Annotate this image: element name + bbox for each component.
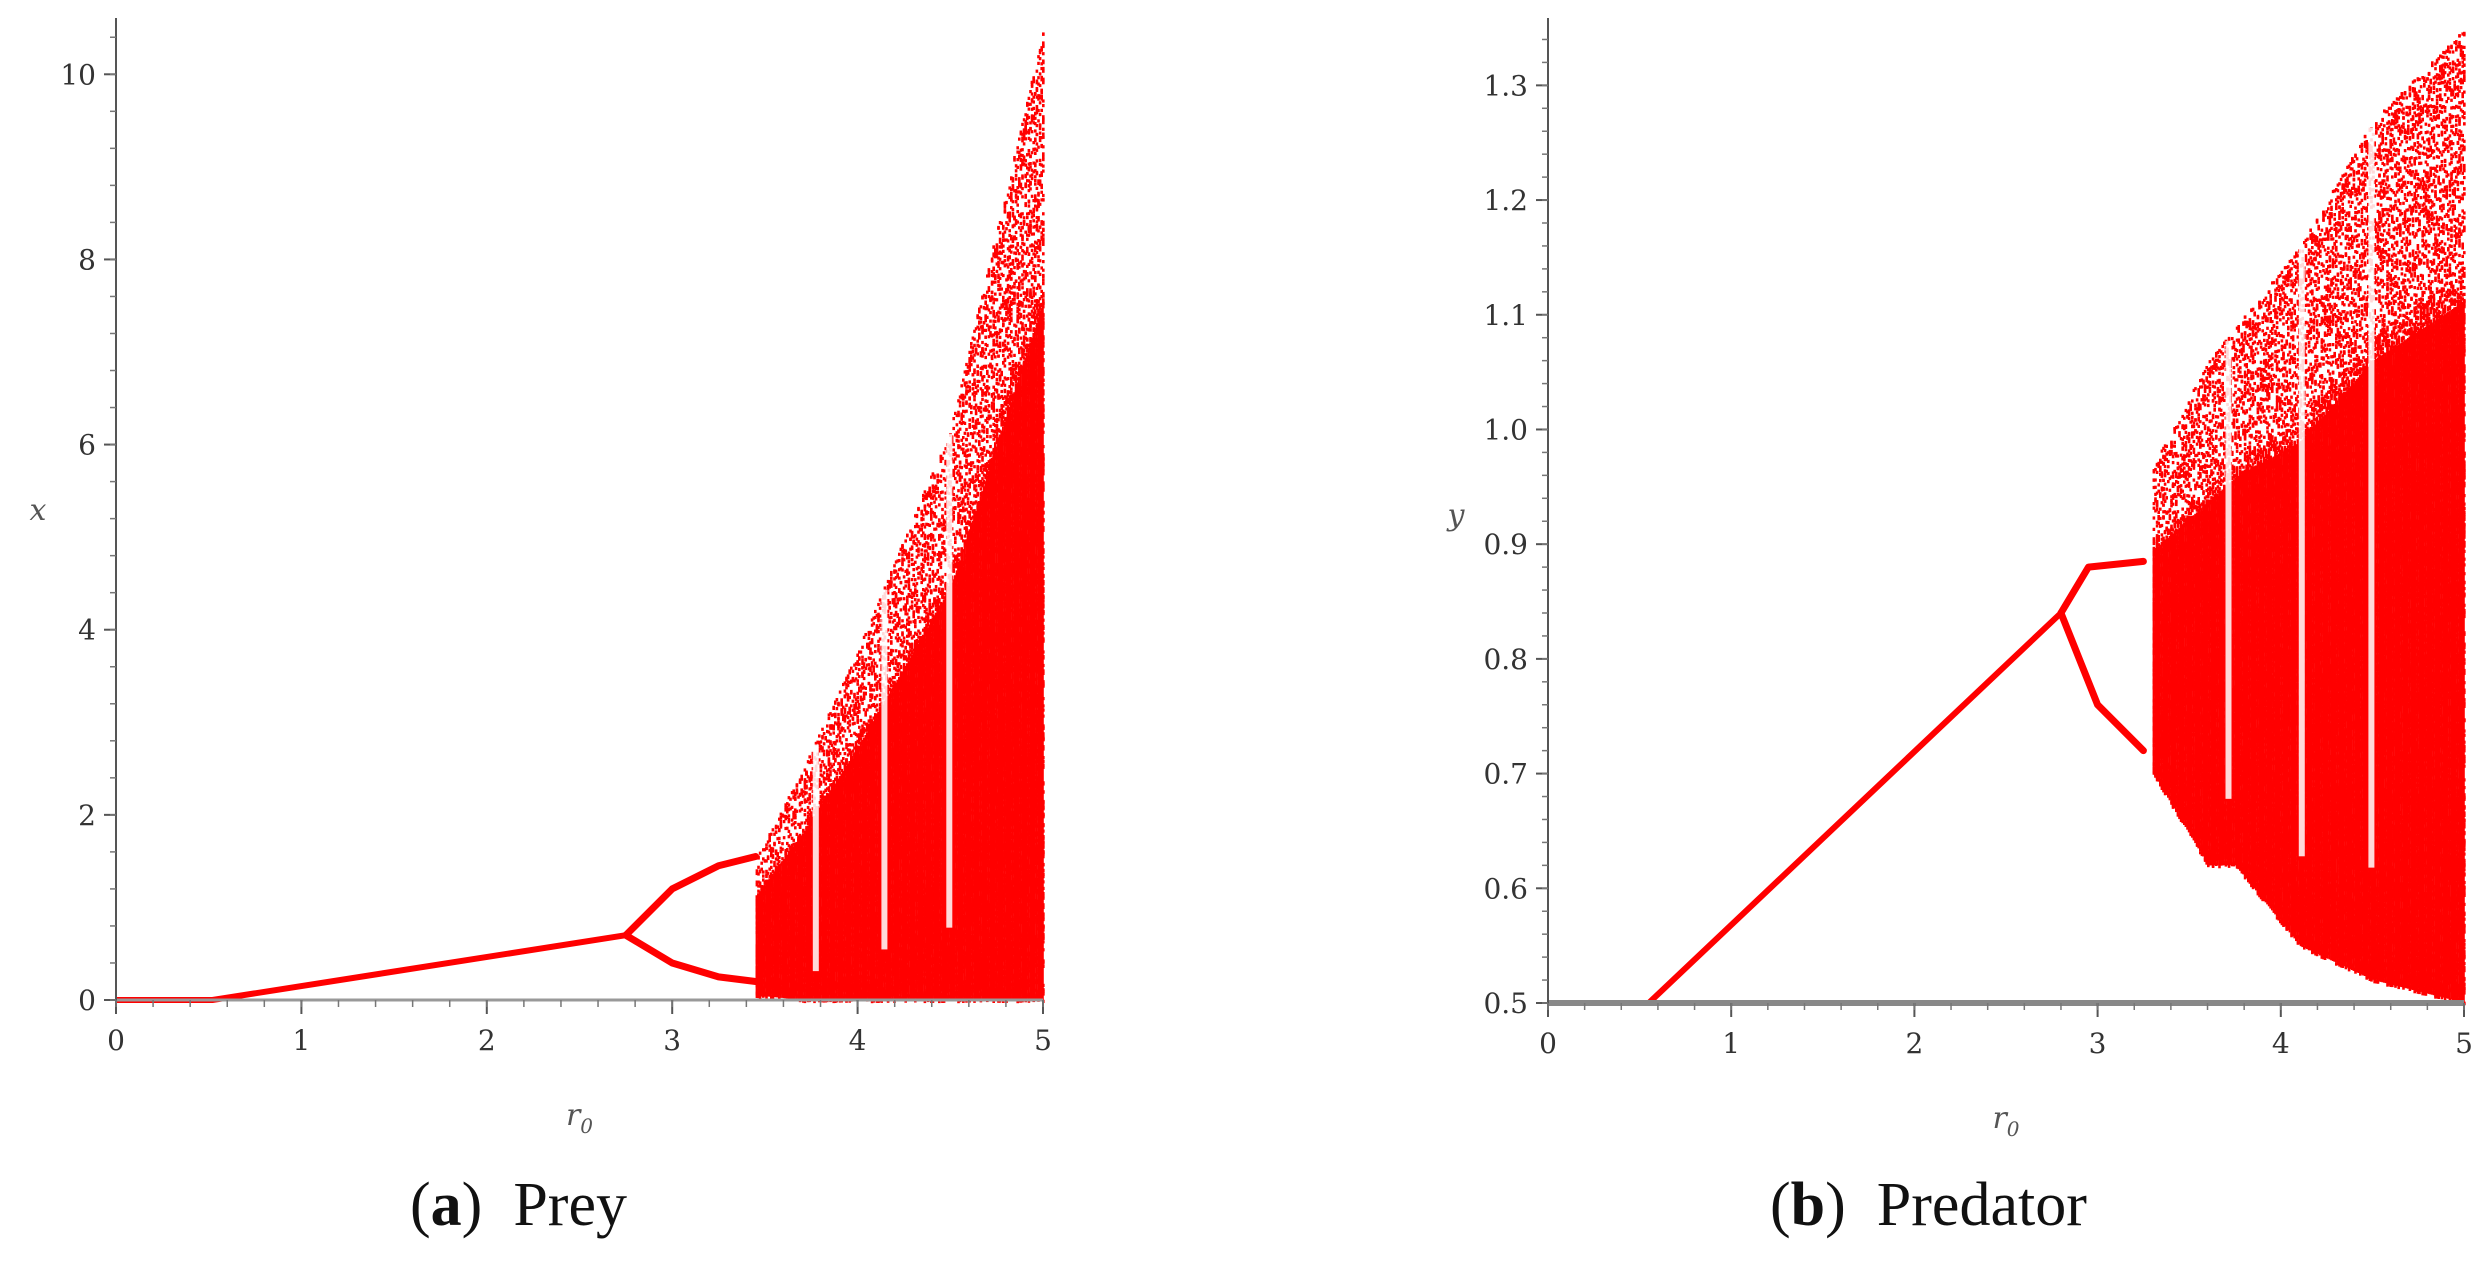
y-tick-label: 0.7: [1483, 758, 1528, 791]
y-tick-label: 2: [78, 799, 96, 832]
stable-branch-line: [1548, 613, 2061, 1003]
caption-b: (b) Predator: [1770, 1170, 2087, 1241]
prey-chart: 0 1 2 3 4 5 0 2 4 6 8 10 r0 x: [0, 0, 1200, 1140]
x-axis-label-subscript: 0: [580, 1114, 593, 1138]
plot-area: [1548, 32, 2466, 1006]
x-tick-label: 0: [107, 1024, 125, 1057]
y-tick-label: 0.6: [1483, 872, 1528, 905]
caption-a-label: a: [431, 1171, 462, 1239]
period2-upper-branch: [626, 857, 756, 936]
x-tick-label: 3: [2089, 1027, 2107, 1060]
y-tick-label: 0.8: [1483, 643, 1528, 676]
caption-a-text: Prey: [513, 1171, 627, 1239]
periodic-window-1: [813, 744, 819, 971]
y-tick-label: 1.1: [1483, 299, 1528, 332]
chaos-points: [756, 32, 1045, 1003]
x-axis-label: r0: [566, 1098, 593, 1138]
periodic-window-3: [2368, 128, 2374, 868]
y-tick-label: 0: [78, 984, 96, 1017]
y-tick-label: 8: [78, 243, 96, 276]
periodic-window-2: [881, 590, 887, 950]
x-tick-label: 4: [849, 1024, 867, 1057]
predator-chart: 0 1 2 3 4 5 0.5 0.6 0.7 0.8 0.9 1.0 1.1 1.2 1.3 r0 y: [1420, 0, 2488, 1140]
x-tick-label: 2: [1905, 1027, 1923, 1060]
x-tick-label: 5: [2455, 1027, 2473, 1060]
x-tick-label: 4: [2272, 1027, 2290, 1060]
y-axis-label: y: [1446, 498, 1466, 533]
y-tick-label: 10: [60, 58, 96, 91]
x-tick-label: 5: [1034, 1024, 1052, 1057]
x-tick-label: 0: [1539, 1027, 1557, 1060]
y-tick-label: 0.9: [1483, 528, 1528, 561]
y-tick-label: 1.2: [1483, 184, 1528, 217]
x-tick-label: 3: [663, 1024, 681, 1057]
y-tick-label: 6: [78, 429, 96, 462]
x-tick-label: 1: [1722, 1027, 1740, 1060]
y-tick-label: 4: [78, 614, 96, 647]
period2-lower-branch: [2061, 613, 2143, 751]
y-tick-label: 1.3: [1483, 69, 1528, 102]
y-tick-label: 0.5: [1483, 987, 1528, 1020]
y-axis-label: x: [30, 493, 47, 528]
x-tick-label: 2: [478, 1024, 496, 1057]
y-tick-label: 1.0: [1483, 413, 1528, 446]
period2-upper-branch: [2061, 561, 2143, 613]
caption-a: (a) Prey: [410, 1170, 627, 1241]
caption-b-label: b: [1791, 1171, 1825, 1239]
periodic-window-1: [2226, 341, 2232, 799]
x-axis-label: r0: [1992, 1101, 2019, 1140]
chaos-points: [2153, 32, 2466, 1006]
period2-lower-branch: [626, 935, 756, 981]
periodic-window-3: [946, 434, 952, 928]
caption-b-text: Predator: [1877, 1171, 2087, 1239]
plot-area: [116, 32, 1045, 1003]
periodic-window-2: [2299, 248, 2305, 857]
x-axis-label-subscript: 0: [2007, 1117, 2020, 1140]
stable-branch-line: [116, 935, 626, 1000]
x-tick-label: 1: [292, 1024, 310, 1057]
